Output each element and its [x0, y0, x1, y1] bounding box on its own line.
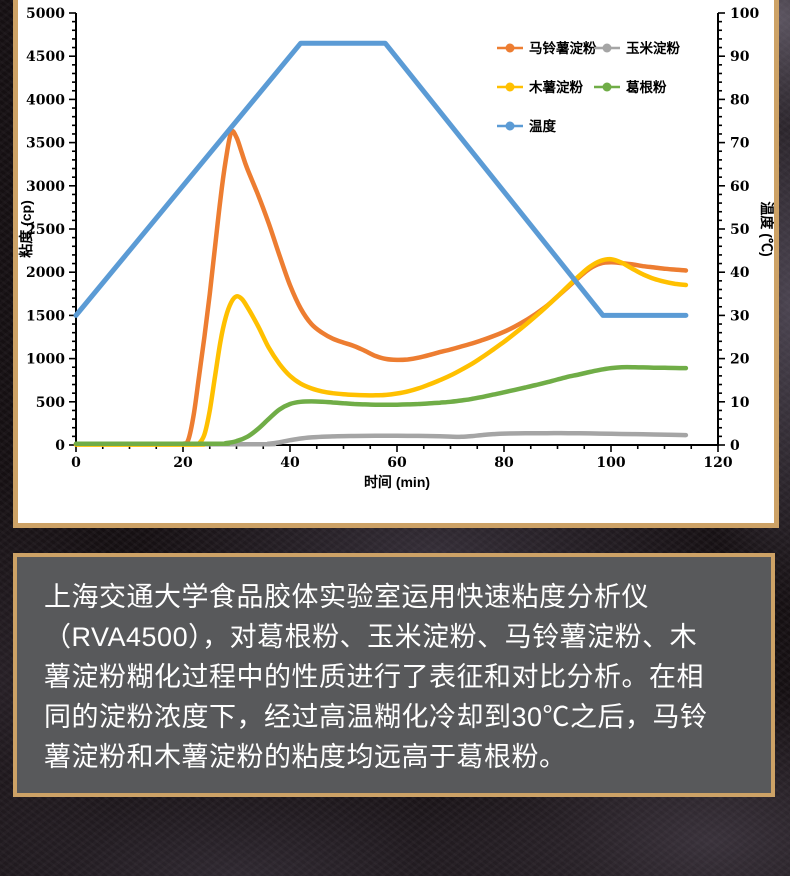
series-line-tapioca-starch [73, 256, 689, 447]
y-right-tick-label: 10 [730, 395, 750, 411]
viscosity-temperature-chart: 0 20 40 60 80 100 1200500100015002000250030003… [18, 6, 774, 490]
series-line-kudzu-powder [73, 364, 689, 446]
chart-panel: 0 20 40 60 80 100 120 0 500 1000 1500 2000 2500 3000 3… [13, 0, 779, 528]
legend-marker-corn-starch [602, 43, 612, 53]
y-right-tick-label: 30 [730, 308, 750, 324]
caption-text: 上海交通大学食品胶体实验室运用快速粘度分析仪 （RVA4500），对葛根粉、玉米… [17, 557, 771, 777]
legend-label-corn-starch: 玉米淀粉 [626, 40, 680, 56]
axes [75, 13, 719, 446]
y-left-tick-label: 2000 [26, 265, 65, 281]
x-tick-label: 120 [703, 455, 732, 471]
legend-label-tapioca-starch: 木薯淀粉 [528, 79, 583, 95]
y-right-tick-label: 60 [730, 179, 750, 195]
y-left-tick-label: 3000 [26, 179, 65, 195]
series-line-corn-starch [73, 430, 689, 447]
y-right-tick-label: 80 [730, 92, 750, 108]
x-tick-label: 40 [280, 455, 300, 471]
legend-marker-temperature [505, 121, 515, 131]
y-right-tick-label: 50 [730, 222, 750, 238]
legend-label-kudzu-powder: 葛根粉 [625, 79, 667, 95]
legend-marker-kudzu-powder [602, 82, 612, 92]
y-left-tick-label: 4500 [26, 49, 65, 65]
y-left-tick-label: 2500 [26, 222, 65, 238]
caption-line: （RVA4500），对葛根粉、玉米淀粉、马铃薯淀粉、木 [44, 622, 698, 652]
y-left-tick-label: 1500 [26, 308, 65, 324]
y-right-tick-label: 0 [730, 438, 740, 454]
y-right-axis-title: 温度 (℃) [759, 201, 774, 256]
x-tick-label: 0 [71, 455, 81, 471]
y-right-tick-label: 90 [730, 49, 750, 65]
legend-marker-potato-starch [505, 43, 515, 53]
legend-label-potato-starch: 马铃薯淀粉 [529, 40, 597, 56]
y-right-tick-label: 100 [730, 6, 759, 22]
y-right-tick-label: 70 [730, 136, 750, 152]
caption-panel: 上海交通大学食品胶体实验室运用快速粘度分析仪 （RVA4500），对葛根粉、玉米… [13, 553, 775, 797]
y-left-axis-title: 粘度 (cp) [18, 200, 34, 258]
y-left-tick-label: 0 [55, 438, 65, 454]
y-left-tick-label: 3500 [26, 136, 65, 152]
y-left-tick-label: 500 [36, 395, 65, 411]
legend-label-temperature: 温度 [529, 118, 557, 134]
legend-marker-tapioca-starch [505, 82, 515, 92]
caption-line: 上海交通大学食品胶体实验室运用快速粘度分析仪 [44, 582, 649, 612]
series-line-temperature [73, 40, 689, 318]
y-left-tick-label: 1000 [26, 352, 65, 368]
y-left-tick-label: 4000 [26, 92, 65, 108]
caption-line: 薯淀粉和木薯淀粉的粘度均远高于葛根粉。 [44, 742, 567, 772]
x-tick-label: 100 [596, 455, 625, 471]
caption-line: 同的淀粉浓度下，经过高温糊化冷却到30℃之后，马铃 [44, 702, 708, 732]
x-axis-title: 时间 (min) [364, 474, 430, 490]
x-tick-label: 80 [494, 455, 514, 471]
x-tick-label: 60 [387, 455, 407, 471]
y-right-tick-label: 40 [730, 265, 750, 281]
y-right-tick-label: 20 [730, 352, 750, 368]
x-tick-label: 20 [173, 455, 193, 471]
caption-line: 薯淀粉糊化过程中的性质进行了表征和对比分析。在相 [44, 662, 704, 692]
y-left-tick-label: 5000 [26, 6, 65, 22]
